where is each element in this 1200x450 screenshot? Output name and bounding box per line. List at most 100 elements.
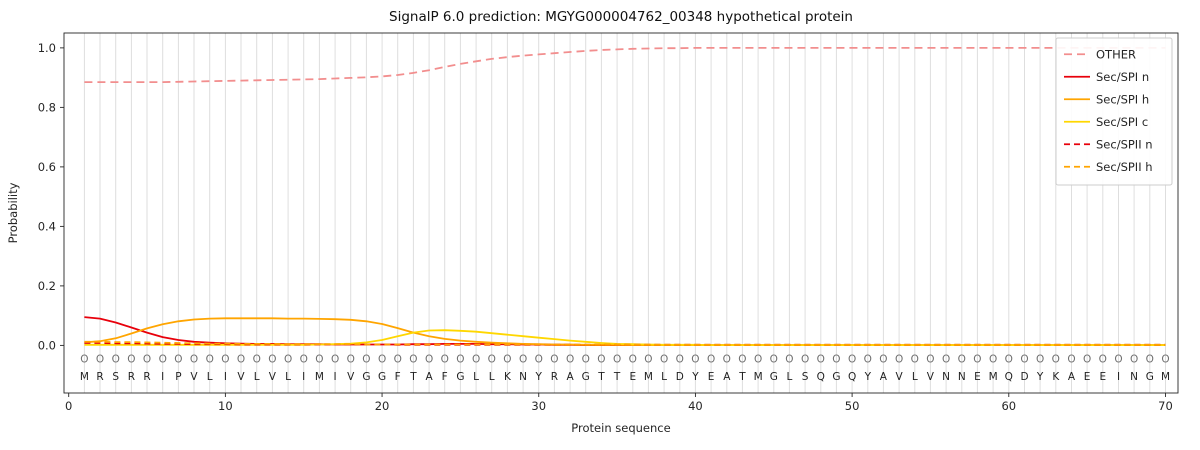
legend-label: Sec/SPI h <box>1096 92 1149 106</box>
x-axis-label: Protein sequence <box>571 421 670 435</box>
residue-letter: G <box>832 371 840 383</box>
region-label-letter: O <box>519 353 527 365</box>
region-label-letter: O <box>1067 353 1075 365</box>
residue-letter: G <box>1146 371 1154 383</box>
residue-letter: M <box>315 371 324 383</box>
region-label-letter: O <box>550 353 558 365</box>
region-label-letter: O <box>613 353 621 365</box>
region-label-letter: O <box>582 353 590 365</box>
residue-letter: S <box>112 371 119 383</box>
residue-letter: E <box>1099 371 1106 383</box>
region-label-letter: O <box>895 353 903 365</box>
residue-letter: Y <box>534 371 542 383</box>
residue-letter: R <box>551 371 558 383</box>
region-label-letter: O <box>331 353 339 365</box>
x-tick-label: 50 <box>845 399 860 413</box>
residue-letter: K <box>1052 371 1060 383</box>
plot-border <box>63 32 1179 394</box>
region-label-letter: O <box>221 353 229 365</box>
series-line-sec-spi-h <box>84 317 1166 347</box>
residue-letter: N <box>519 371 527 383</box>
region-label-letter: O <box>770 353 778 365</box>
region-label-letter: O <box>707 353 715 365</box>
region-label-letter: O <box>441 353 449 365</box>
region-label-letter: O <box>738 353 746 365</box>
region-label-letter: O <box>143 353 151 365</box>
residue-letter: D <box>1020 371 1028 383</box>
region-label-letter: O <box>1020 353 1028 365</box>
residue-letter: V <box>927 371 935 383</box>
residue-letter: L <box>285 371 291 383</box>
region-label-letter: O <box>629 353 637 365</box>
legend-box <box>1055 37 1173 186</box>
residue-letter: V <box>269 371 277 383</box>
residue-letter: E <box>1084 371 1091 383</box>
y-tick-label: 0.8 <box>38 100 56 114</box>
region-label-letter: O <box>911 353 919 365</box>
region-label-letter: O <box>315 353 323 365</box>
series-line-sec-spii-h <box>84 340 1166 346</box>
residue-letter: M <box>644 371 653 383</box>
region-label-letter: O <box>80 353 88 365</box>
residue-letter: R <box>143 371 150 383</box>
residue-letter: I <box>161 371 164 383</box>
residue-letter: V <box>237 371 245 383</box>
residue-letter: I <box>334 371 337 383</box>
region-label-letter: O <box>754 353 762 365</box>
series-line-sec-spi-n <box>84 316 1166 347</box>
region-label-letter: O <box>832 353 840 365</box>
residue-letter: G <box>770 371 778 383</box>
region-label-letter: O <box>958 353 966 365</box>
residue-letter: G <box>378 371 386 383</box>
x-tick-label: 20 <box>375 399 390 413</box>
region-label-letter: O <box>159 353 167 365</box>
residue-letter: A <box>426 371 434 383</box>
residue-letter: G <box>456 371 464 383</box>
residue-letter: E <box>629 371 636 383</box>
region-label-letter: O <box>362 353 370 365</box>
x-tick-label: 40 <box>688 399 703 413</box>
residue-letter: V <box>896 371 904 383</box>
y-axis-ticks: 0.0 0.2 0.4 0.6 0.8 1.0 <box>38 41 64 352</box>
region-label-letter: O <box>926 353 934 365</box>
residue-letter: L <box>207 371 213 383</box>
region-label-letter: O <box>597 353 605 365</box>
series-lines <box>84 47 1166 347</box>
region-label-letter: O <box>691 353 699 365</box>
residue-letter: R <box>96 371 103 383</box>
region-label-letter: O <box>801 353 809 365</box>
y-axis-label: Probability <box>6 182 20 243</box>
residue-letter: L <box>912 371 918 383</box>
residue-letter: Y <box>864 371 872 383</box>
residue-letter: F <box>395 371 401 383</box>
region-label-letter: O <box>409 353 417 365</box>
region-label-letter: O <box>989 353 997 365</box>
region-label-letter: O <box>644 353 652 365</box>
residue-letter: M <box>1161 371 1170 383</box>
region-label-letter: O <box>488 353 496 365</box>
region-label-letter: O <box>237 353 245 365</box>
region-label-letter: O <box>190 353 198 365</box>
residue-letter: M <box>80 371 89 383</box>
region-label-letter: O <box>456 353 464 365</box>
region-label-letter: O <box>879 353 887 365</box>
x-tick-label: 10 <box>218 399 233 413</box>
residue-letter: M <box>754 371 763 383</box>
y-tick-label: 1.0 <box>38 41 56 55</box>
residue-letter: T <box>409 371 417 383</box>
series-line-other <box>84 47 1166 83</box>
residue-letter: Q <box>1005 371 1013 383</box>
residue-letter: A <box>723 371 731 383</box>
y-tick-label: 0.4 <box>38 219 56 233</box>
region-label-letter: O <box>785 353 793 365</box>
residue-letter: F <box>442 371 448 383</box>
x-tick-label: 30 <box>531 399 546 413</box>
residue-letter: Y <box>1036 371 1044 383</box>
residue-letter: A <box>1068 371 1076 383</box>
region-label-letter: O <box>864 353 872 365</box>
residue-letter: Y <box>691 371 699 383</box>
legend-label: Sec/SPII n <box>1096 137 1153 151</box>
region-label-letter: O <box>848 353 856 365</box>
